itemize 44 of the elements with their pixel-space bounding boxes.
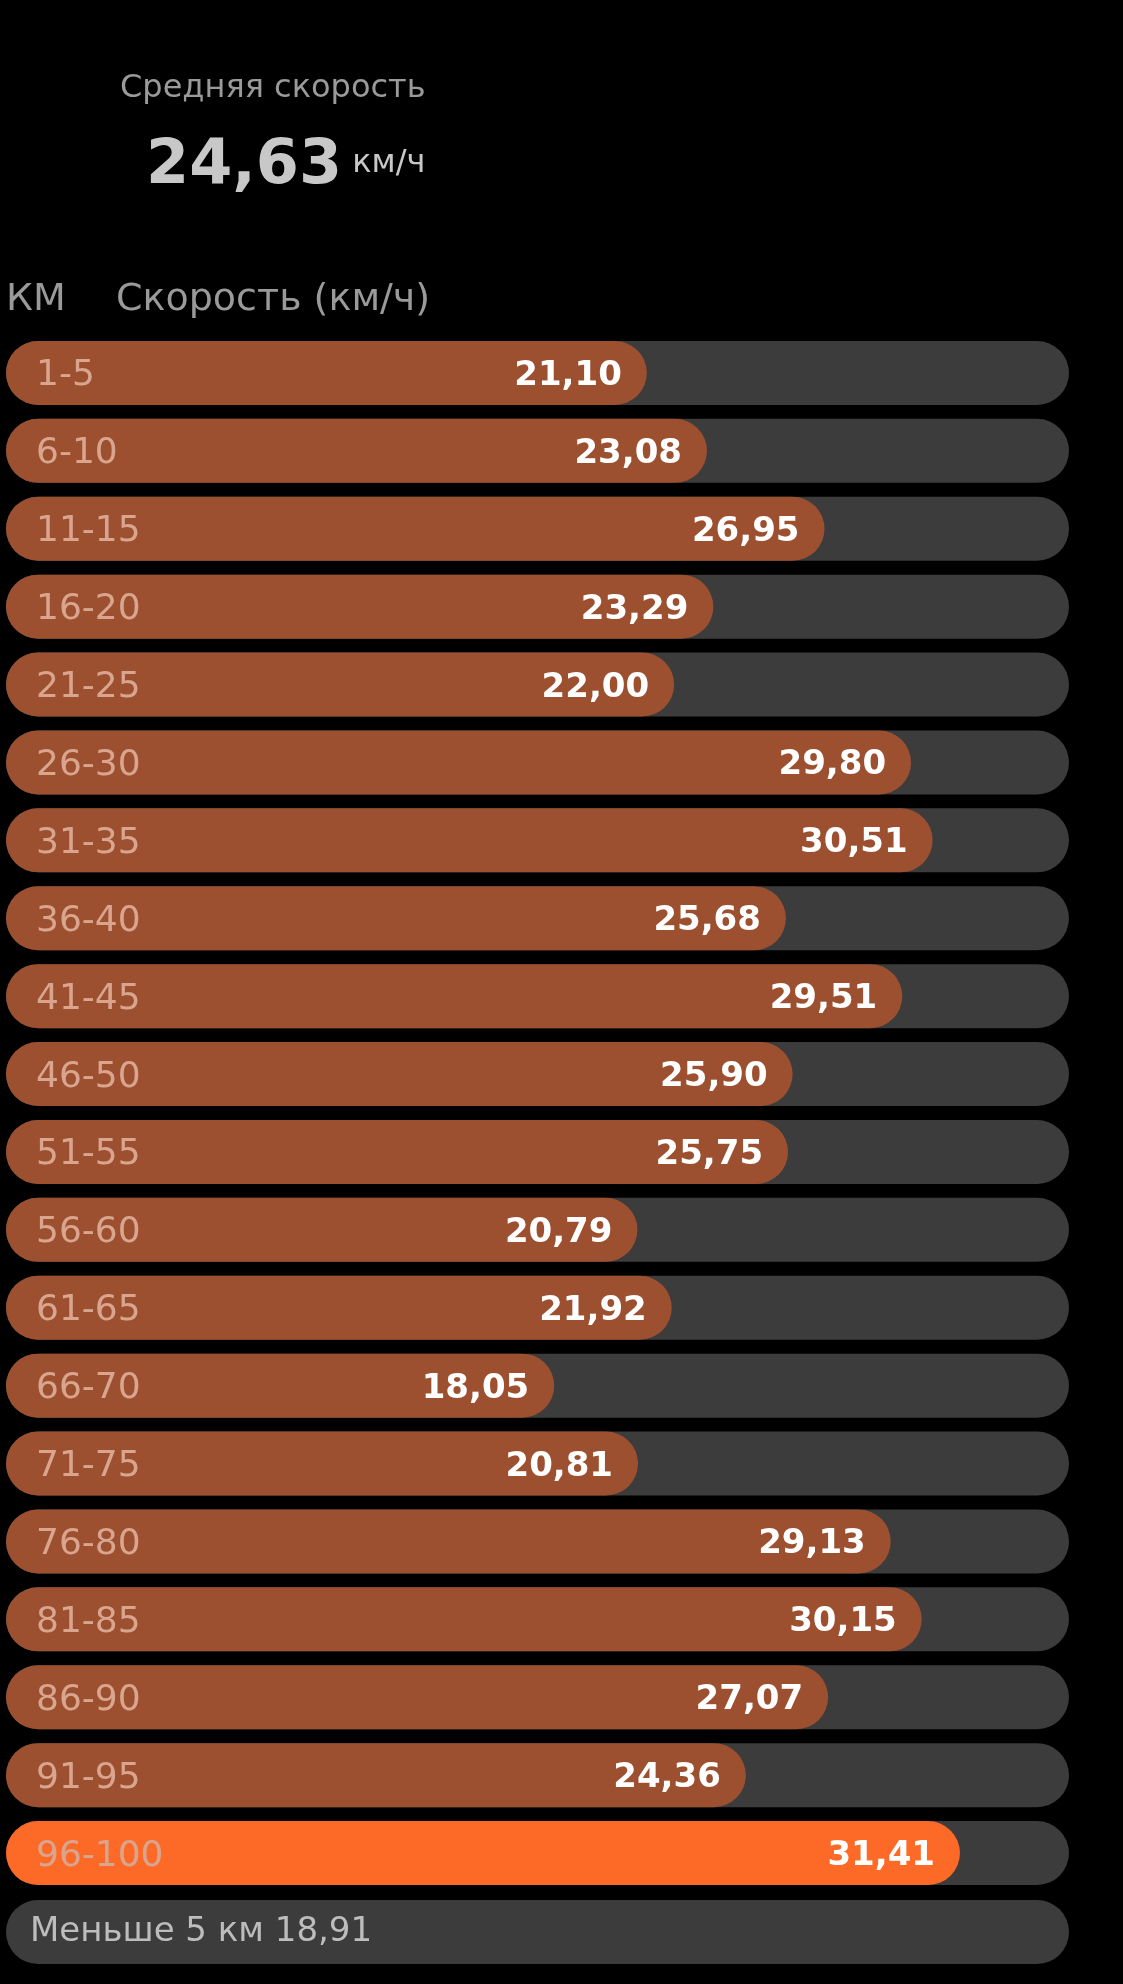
data-label: 30,51 xyxy=(800,820,908,861)
data-label: 29,80 xyxy=(778,742,887,783)
data-label: 29,13 xyxy=(758,1521,866,1562)
y-tick-label: 66-70 xyxy=(36,1365,141,1407)
y-tick-label: 6-10 xyxy=(36,430,118,472)
y-tick-label: 86-90 xyxy=(36,1676,141,1718)
y-tick-label: 36-40 xyxy=(36,897,141,939)
text: Меньше 5 км 18,91 xyxy=(30,1909,373,1949)
data-label: 22,00 xyxy=(541,664,650,705)
y-tick-label: 31-35 xyxy=(36,819,141,861)
data-label: 21,92 xyxy=(539,1287,647,1328)
y-tick-label: 76-80 xyxy=(36,1520,141,1562)
data-label: 18,05 xyxy=(421,1365,530,1406)
y-tick-label: 96-100 xyxy=(36,1832,164,1874)
y-tick-label: 1-5 xyxy=(36,352,95,394)
data-label: 23,08 xyxy=(574,430,682,471)
y-tick-label: 91-95 xyxy=(36,1754,141,1796)
data-label: 25,75 xyxy=(655,1131,764,1172)
y-tick-label: 46-50 xyxy=(36,1053,141,1095)
y-tick-label: 21-25 xyxy=(36,664,141,706)
data-label: 25,90 xyxy=(660,1054,768,1095)
data-label: 21,10 xyxy=(514,352,622,393)
y-tick-label: 26-30 xyxy=(36,741,141,783)
data-label: 26,95 xyxy=(691,508,800,549)
y-tick-label: 11-15 xyxy=(36,508,141,550)
y-tick-label: 56-60 xyxy=(36,1209,141,1251)
chart-title: Средняя скорость xyxy=(120,67,426,105)
data-label: 23,29 xyxy=(580,586,689,627)
data-label: 20,79 xyxy=(504,1209,613,1250)
y-tick-label: 81-85 xyxy=(36,1598,141,1640)
y-tick-label: 51-55 xyxy=(36,1131,141,1173)
y-tick-label: 41-45 xyxy=(36,975,141,1017)
data-label: 30,15 xyxy=(789,1599,897,1640)
data-label: 20,81 xyxy=(505,1443,614,1484)
data-label: 27,07 xyxy=(695,1677,804,1718)
y-axis-title: КМ xyxy=(6,275,66,319)
data-label: 24,36 xyxy=(613,1755,721,1796)
data-label: 31,41 xyxy=(827,1833,935,1874)
data-label: 29,51 xyxy=(769,976,878,1017)
y-tick-label: 16-20 xyxy=(36,586,141,628)
x-axis-title: Скорость (км/ч) xyxy=(116,275,431,319)
y-tick-label: 61-65 xyxy=(36,1287,141,1329)
data-label: 25,68 xyxy=(653,898,761,939)
y-tick-label: 71-75 xyxy=(36,1443,141,1485)
